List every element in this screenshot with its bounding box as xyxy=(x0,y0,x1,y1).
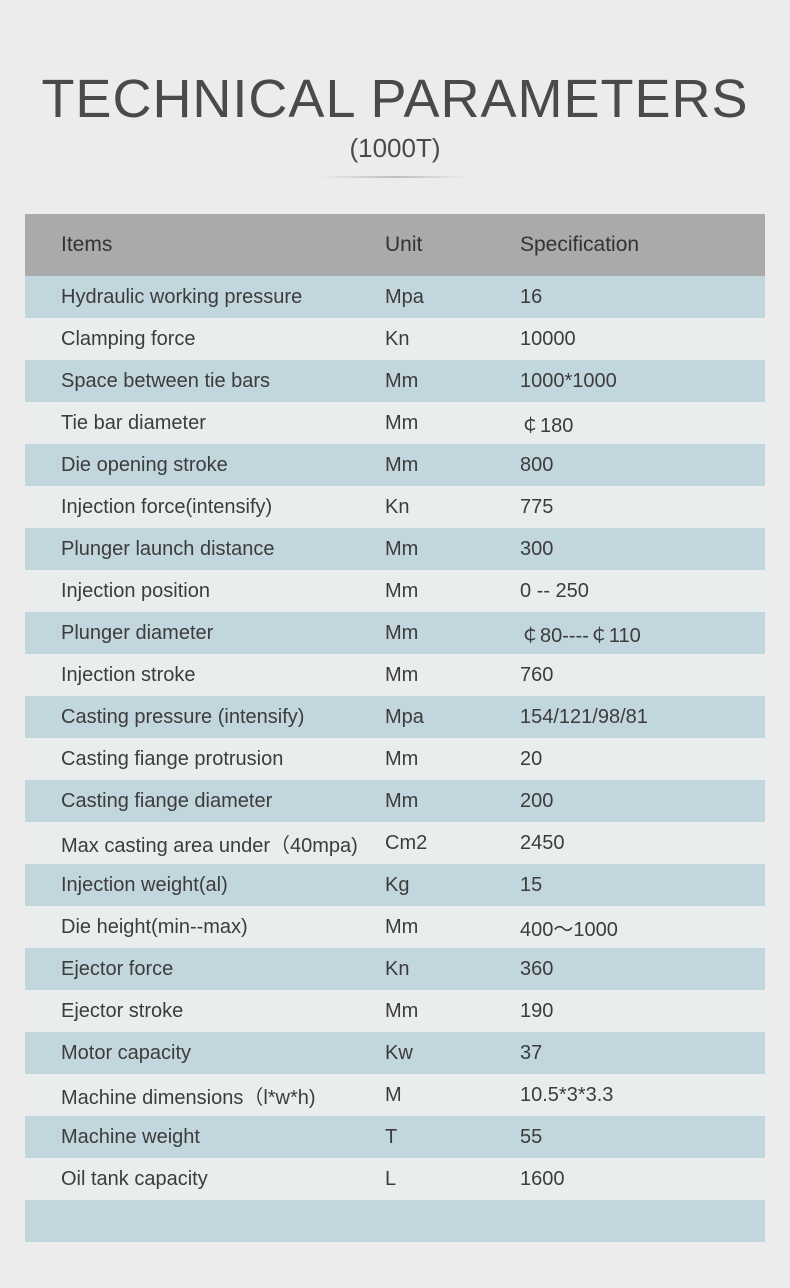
cell-unit: Cm2 xyxy=(385,832,520,855)
cell-spec: 400～1000 xyxy=(520,913,765,942)
cell-unit: Mm xyxy=(385,580,520,603)
cell-item: Machine dimensions（l*w*h) xyxy=(25,1081,385,1110)
cell-spec: 20 xyxy=(520,748,765,771)
cell-spec: 1000*1000 xyxy=(520,370,765,393)
cell-item: Machine weight xyxy=(25,1126,385,1149)
table-row: Casting fiange protrusionMm20 xyxy=(25,738,765,780)
table-row: Injection positionMm0 -- 250 xyxy=(25,570,765,612)
table-row: Injection force(intensify)Kn775 xyxy=(25,486,765,528)
table-footer-row xyxy=(25,1200,765,1242)
cell-unit: M xyxy=(385,1084,520,1107)
cell-spec: 775 xyxy=(520,496,765,519)
cell-unit: Mm xyxy=(385,748,520,771)
cell-item: Space between tie bars xyxy=(25,370,385,393)
cell-spec: 10.5*3*3.3 xyxy=(520,1084,765,1107)
page-container: TECHNICAL PARAMETERS (1000T) Items Unit … xyxy=(0,0,790,1282)
table-row: Injection weight(al)Kg15 xyxy=(25,864,765,906)
cell-spec: 15 xyxy=(520,874,765,897)
cell-spec: 16 xyxy=(520,286,765,309)
cell-spec: 1600 xyxy=(520,1168,765,1191)
cell-spec: 760 xyxy=(520,664,765,687)
cell-spec: 0 -- 250 xyxy=(520,580,765,603)
header-unit: Unit xyxy=(385,233,520,257)
cell-unit: Mm xyxy=(385,454,520,477)
cell-unit: Kw xyxy=(385,1042,520,1065)
cell-spec: 300 xyxy=(520,538,765,561)
cell-item: Casting pressure (intensify) xyxy=(25,706,385,729)
cell-unit: L xyxy=(385,1168,520,1191)
table-row: Motor capacityKw37 xyxy=(25,1032,765,1074)
table-body: Hydraulic working pressureMpa16Clamping … xyxy=(25,276,765,1200)
page-title: TECHNICAL PARAMETERS xyxy=(25,70,765,129)
table-row: Die opening strokeMm800 xyxy=(25,444,765,486)
cell-item: Max casting area under（40mpa) xyxy=(25,829,385,858)
cell-spec: ￠80----￠110 xyxy=(520,619,765,648)
cell-spec: 190 xyxy=(520,1000,765,1023)
cell-unit: T xyxy=(385,1126,520,1149)
table-row: Hydraulic working pressureMpa16 xyxy=(25,276,765,318)
cell-item: Clamping force xyxy=(25,328,385,351)
cell-item: Motor capacity xyxy=(25,1042,385,1065)
cell-spec: 10000 xyxy=(520,328,765,351)
cell-item: Hydraulic working pressure xyxy=(25,286,385,309)
cell-unit: Mm xyxy=(385,916,520,939)
cell-item: Ejector force xyxy=(25,958,385,981)
cell-item: Plunger diameter xyxy=(25,622,385,645)
table-row: Ejector strokeMm190 xyxy=(25,990,765,1032)
table-row: Plunger diameterMm￠80----￠110 xyxy=(25,612,765,654)
cell-item: Oil tank capacity xyxy=(25,1168,385,1191)
table-row: Injection strokeMm760 xyxy=(25,654,765,696)
table-row: Machine weightT55 xyxy=(25,1116,765,1158)
cell-item: Plunger launch distance xyxy=(25,538,385,561)
cell-item: Casting fiange protrusion xyxy=(25,748,385,771)
cell-item: Tie bar diameter xyxy=(25,412,385,435)
table-row: Ejector forceKn360 xyxy=(25,948,765,990)
cell-spec: 154/121/98/81 xyxy=(520,706,765,729)
cell-item: Injection weight(al) xyxy=(25,874,385,897)
cell-unit: Mm xyxy=(385,1000,520,1023)
cell-item: Injection position xyxy=(25,580,385,603)
cell-item: Die opening stroke xyxy=(25,454,385,477)
table-row: Tie bar diameterMm￠180 xyxy=(25,402,765,444)
parameters-table: Items Unit Specification Hydraulic worki… xyxy=(25,214,765,1242)
header-spec: Specification xyxy=(520,233,765,257)
cell-unit: Kg xyxy=(385,874,520,897)
title-divider xyxy=(320,176,470,178)
cell-unit: Kn xyxy=(385,496,520,519)
cell-unit: Mm xyxy=(385,412,520,435)
cell-unit: Mm xyxy=(385,538,520,561)
cell-unit: Mpa xyxy=(385,286,520,309)
table-row: Oil tank capacityL1600 xyxy=(25,1158,765,1200)
cell-item: Ejector stroke xyxy=(25,1000,385,1023)
table-row: Casting pressure (intensify)Mpa154/121/9… xyxy=(25,696,765,738)
cell-item: Casting fiange diameter xyxy=(25,790,385,813)
header-items: Items xyxy=(25,233,385,257)
table-row: Max casting area under（40mpa)Cm22450 xyxy=(25,822,765,864)
cell-spec: 2450 xyxy=(520,832,765,855)
cell-item: Injection stroke xyxy=(25,664,385,687)
table-row: Space between tie barsMm1000*1000 xyxy=(25,360,765,402)
cell-spec: 37 xyxy=(520,1042,765,1065)
page-subtitle: (1000T) xyxy=(25,133,765,164)
table-row: Plunger launch distanceMm300 xyxy=(25,528,765,570)
table-row: Clamping forceKn10000 xyxy=(25,318,765,360)
cell-spec: ￠180 xyxy=(520,409,765,438)
table-row: Casting fiange diameterMm200 xyxy=(25,780,765,822)
cell-unit: Mm xyxy=(385,790,520,813)
cell-item: Die height(min--max) xyxy=(25,916,385,939)
cell-spec: 55 xyxy=(520,1126,765,1149)
cell-item: Injection force(intensify) xyxy=(25,496,385,519)
cell-unit: Mm xyxy=(385,664,520,687)
table-row: Die height(min--max)Mm400～1000 xyxy=(25,906,765,948)
cell-unit: Kn xyxy=(385,328,520,351)
cell-spec: 800 xyxy=(520,454,765,477)
cell-unit: Kn xyxy=(385,958,520,981)
cell-unit: Mm xyxy=(385,622,520,645)
cell-spec: 360 xyxy=(520,958,765,981)
cell-unit: Mm xyxy=(385,370,520,393)
table-row: Machine dimensions（l*w*h)M10.5*3*3.3 xyxy=(25,1074,765,1116)
cell-unit: Mpa xyxy=(385,706,520,729)
table-header-row: Items Unit Specification xyxy=(25,214,765,276)
cell-spec: 200 xyxy=(520,790,765,813)
